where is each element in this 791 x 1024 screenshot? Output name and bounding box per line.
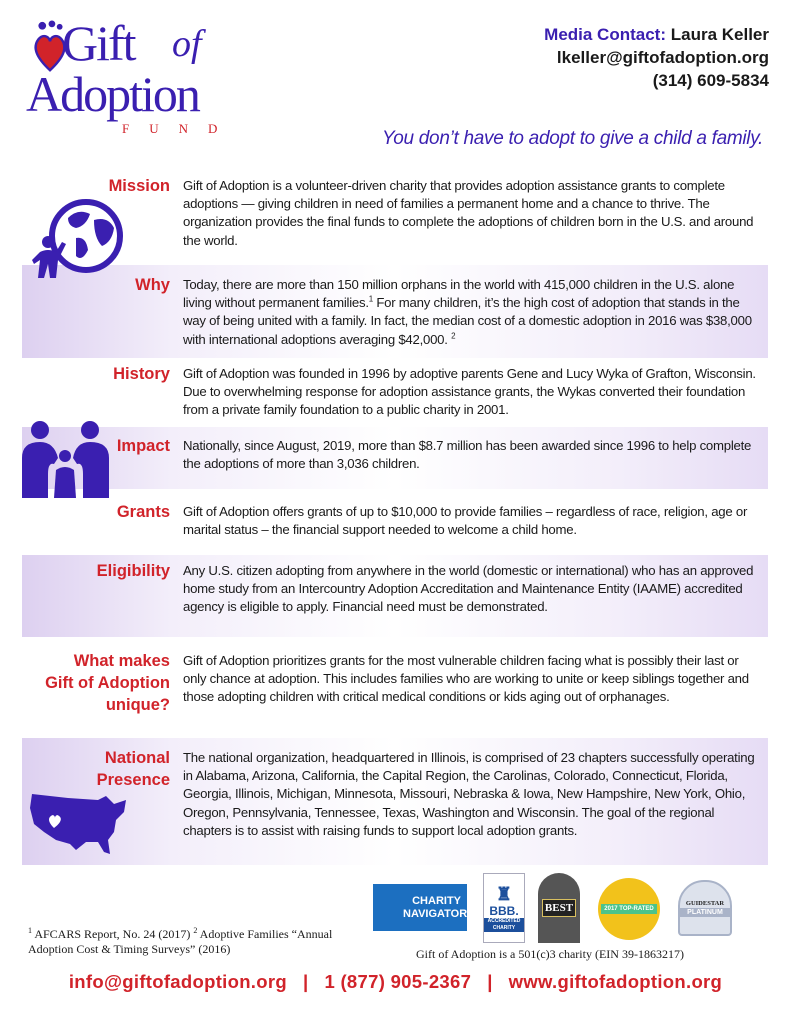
charity-navigator-badge: CHARITY NAVIGATOR xyxy=(373,884,467,931)
section-history: History Gift of Adoption was founded in … xyxy=(22,358,768,427)
guidestar-badge: GUIDESTAR PLATINUM xyxy=(678,880,732,936)
section-impact: Impact Nationally, since August, 2019, m… xyxy=(22,427,768,489)
torch-icon: ♜ xyxy=(495,884,513,904)
section-eligibility: Eligibility Any U.S. citizen adopting fr… xyxy=(22,555,768,637)
tagline: You don’t have to adopt to give a child … xyxy=(381,128,763,149)
text-mission: Gift of Adoption is a volunteer-driven c… xyxy=(183,178,754,248)
contact-phone: (314) 609-5834 xyxy=(652,71,769,90)
globe-child-icon xyxy=(32,199,123,278)
text-eligibility: Any U.S. citizen adopting from anywhere … xyxy=(183,563,754,615)
heading-grants: Grants xyxy=(116,503,170,521)
best-in-america-badge: BEST xyxy=(538,873,580,943)
footnotes: 1 AFCARS Report, No. 24 (2017) 2 Adoptiv… xyxy=(28,926,333,957)
heart-icon xyxy=(34,20,66,72)
logo: Gift of Adoption FUND xyxy=(26,15,238,136)
sections: Mission Gift of Adoption is a volunteer-… xyxy=(22,170,768,865)
heading-mission: Mission xyxy=(108,177,170,195)
text-unique: Gift of Adoption prioritizes grants for … xyxy=(183,653,749,705)
heading-history: History xyxy=(113,365,170,383)
heading-unique: What makes Gift of Adoption unique? xyxy=(45,652,170,714)
text-history: Gift of Adoption was founded in 1996 by … xyxy=(183,366,756,418)
contact-email[interactable]: lkeller@giftofadoption.org xyxy=(556,48,769,67)
section-mission: Mission Gift of Adoption is a volunteer-… xyxy=(22,170,768,265)
text-impact: Nationally, since August, 2019, more tha… xyxy=(183,438,752,472)
section-why: Why Today, there are more than 150 milli… xyxy=(22,265,768,358)
text-national: The national organization, headquartered… xyxy=(183,750,755,838)
heading-why: Why xyxy=(135,276,170,294)
ein-statement: Gift of Adoption is a 501(c)3 charity (E… xyxy=(416,947,684,961)
great-nonprofits-badge: 2017 TOP-RATED xyxy=(598,878,660,940)
footer-contact: info@giftofadoption.org | 1 (877) 905-2367… xyxy=(68,971,723,992)
family-icon xyxy=(22,421,109,498)
media-contact: Media Contact: Laura Keller lkeller@gift… xyxy=(544,25,769,90)
text-grants: Gift of Adoption offers grants of up to … xyxy=(183,504,748,538)
section-national: National Presence The national organizat… xyxy=(22,738,768,865)
section-grants: Grants Gift of Adoption offers grants of… xyxy=(22,489,768,555)
bbb-badge: ♜ BBB. ACCREDITED CHARITY xyxy=(483,873,525,943)
heading-impact: Impact xyxy=(116,437,170,455)
footer-email[interactable]: info@giftofadoption.org xyxy=(68,971,287,992)
us-map-icon xyxy=(30,794,126,854)
heading-eligibility: Eligibility xyxy=(96,562,170,580)
footer-phone: 1 (877) 905-2367 xyxy=(324,971,472,992)
footer-website[interactable]: www.giftofadoption.org xyxy=(508,971,723,992)
text-why: Today, there are more than 150 million o… xyxy=(183,277,752,347)
heading-national: National Presence xyxy=(96,749,170,789)
section-unique: What makes Gift of Adoption unique? Gift… xyxy=(22,637,768,738)
